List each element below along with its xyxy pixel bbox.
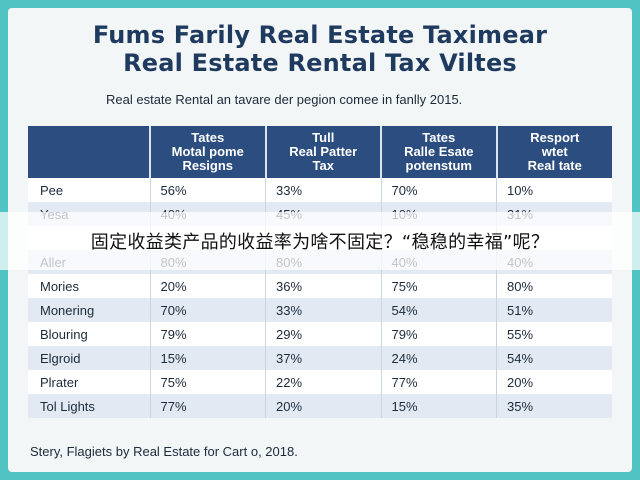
header-line: Real Patter [289, 144, 358, 159]
row-label: Tol Lights [28, 394, 151, 418]
header-line: Tull [312, 130, 335, 145]
table-cell: 75% [150, 370, 266, 394]
header-cell: Tates Motal pome Resigns [150, 126, 267, 178]
row-label: Pee [28, 178, 151, 202]
table-header-row: Tates Motal pome Resigns Tull Real Patte… [28, 126, 612, 178]
table-cell: 20% [150, 274, 266, 298]
table-cell: 15% [381, 394, 497, 418]
table-cell: 77% [150, 394, 266, 418]
table-cell: 24% [381, 346, 497, 370]
title-line-2: Real Estate Rental Tax Viltes [123, 49, 517, 77]
header-line: Tates [422, 130, 456, 145]
caption-overlay-band [0, 212, 640, 270]
source-note: Stery, Flagiets by Real Estate for Cart … [30, 444, 298, 459]
header-line: wtet [541, 144, 568, 159]
table-cell: 22% [265, 370, 382, 394]
table-cell: 56% [150, 178, 266, 202]
header-line: Tates [191, 130, 225, 145]
table-cell: 54% [496, 346, 612, 370]
table-cell: 36% [265, 274, 382, 298]
table-cell: 80% [496, 274, 612, 298]
table-cell: 77% [381, 370, 497, 394]
row-label: Elgroid [28, 346, 151, 370]
subtitle: Real estate Rental an tavare der pegion … [106, 92, 463, 107]
table-row: Blouring 79% 29% 79% 55% [28, 322, 612, 346]
caption-overlay-text: 固定收益类产品的收益率为啥不固定？“稳稳的幸福”呢？ [90, 232, 550, 253]
header-line: potenstum [405, 158, 472, 173]
header-line: Resigns [182, 158, 234, 173]
table-cell: 79% [150, 322, 266, 346]
table-cell: 79% [381, 322, 497, 346]
header-cell: Tates Ralle Esate potenstum [381, 126, 498, 178]
table-cell: 37% [265, 346, 382, 370]
table-row: Elgroid 15% 37% 24% 54% [28, 346, 612, 370]
header-line: Motal pome [171, 144, 244, 159]
row-label: Blouring [28, 322, 151, 346]
header-cell [28, 126, 151, 178]
header-line: Ralle Esate [404, 144, 474, 159]
header-line: Tax [312, 158, 334, 173]
table-row: Monering 70% 33% 54% 51% [28, 298, 612, 322]
row-label: Plrater [28, 370, 151, 394]
table-row: Plrater 75% 22% 77% 20% [28, 370, 612, 394]
table-cell: 10% [496, 178, 612, 202]
title-line-1: Fums Farily Real Estate Taximear [92, 21, 548, 49]
table-cell: 15% [150, 346, 266, 370]
header-cell: Tull Real Patter Tax [265, 126, 382, 178]
table-cell: 20% [265, 394, 382, 418]
row-label: Monering [28, 298, 151, 322]
table-cell: 20% [496, 370, 612, 394]
table-cell: 70% [150, 298, 266, 322]
table-row: Pee 56% 33% 70% 10% [28, 178, 612, 202]
header-line: Resport [530, 130, 580, 145]
table-cell: 33% [265, 178, 382, 202]
table-cell: 35% [496, 394, 612, 418]
table-row: Mories 20% 36% 75% 80% [28, 274, 612, 298]
table-cell: 70% [381, 178, 497, 202]
header-cell: Resport wtet Real tate [496, 126, 612, 178]
header-line: Real tate [527, 158, 582, 173]
table-cell: 29% [265, 322, 382, 346]
table-cell: 51% [496, 298, 612, 322]
table-cell: 54% [381, 298, 497, 322]
row-label: Mories [28, 274, 151, 298]
tax-table: Tates Motal pome Resigns Tull Real Patte… [28, 126, 612, 418]
table-row: Tol Lights 77% 20% 15% 35% [28, 394, 612, 418]
table-cell: 55% [496, 322, 612, 346]
table-cell: 75% [381, 274, 497, 298]
table-cell: 33% [265, 298, 382, 322]
